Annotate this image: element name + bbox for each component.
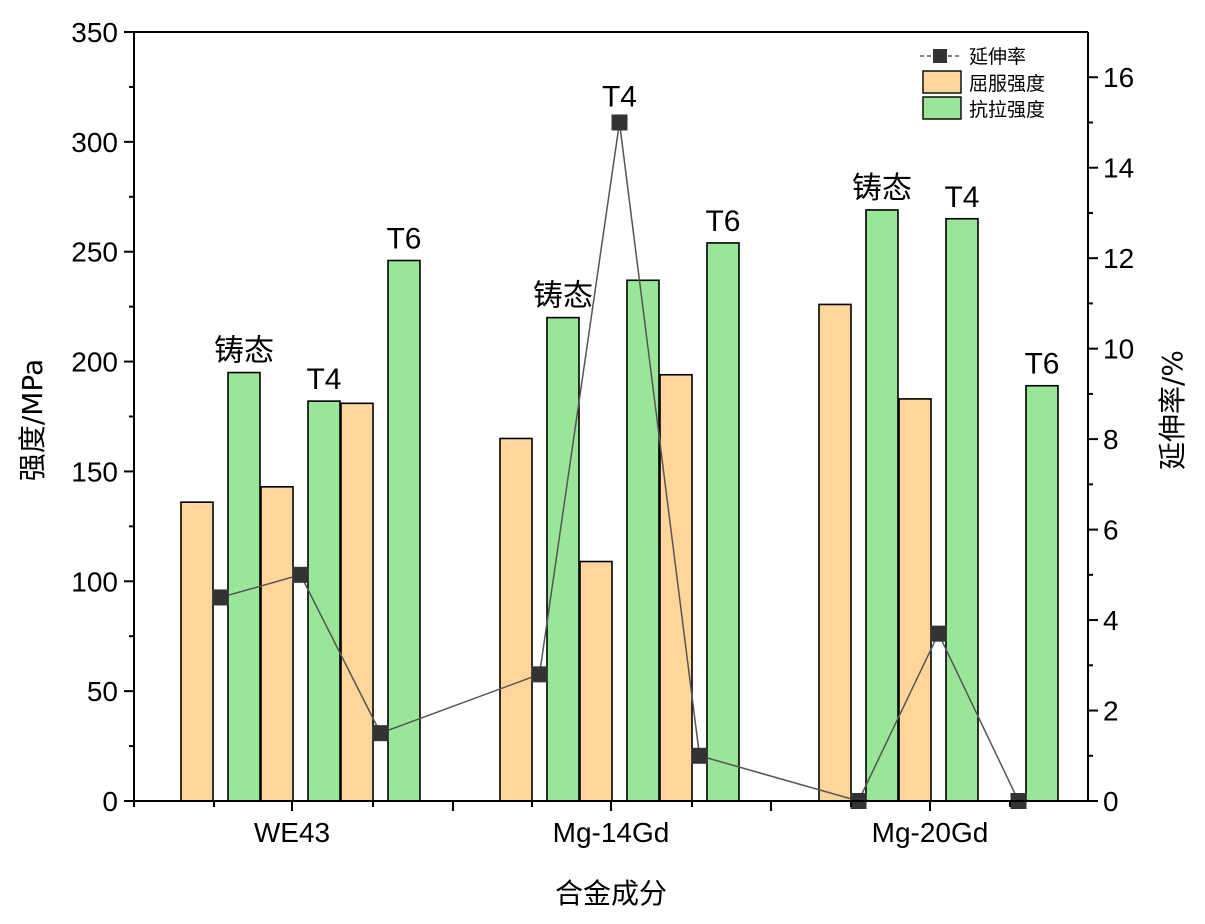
left-tick-label: 200 [71, 347, 118, 378]
axes-layer: 0 50 100 150 200 250 300 350 0 2 4 6 8 10 12 14 16 WE43 Mg… [16, 17, 1189, 910]
yield-bar [818, 303, 852, 802]
left-axis-title: 强度/MPa [16, 359, 49, 481]
legend-yield-swatch [922, 70, 962, 94]
right-tick-label: 0 [1103, 786, 1119, 817]
category-label: WE43 [254, 817, 330, 848]
elongation-line-layer [212, 114, 1027, 809]
left-tick-label: 150 [71, 456, 118, 487]
tensile-bar [1025, 384, 1059, 802]
yield-bar [898, 398, 932, 802]
state-label: T4 [602, 80, 637, 113]
legend-label-elongation: 延伸率 [969, 46, 1026, 68]
left-tick-label: 0 [102, 786, 118, 817]
legend-tensile-swatch [922, 96, 962, 120]
state-label: T4 [306, 363, 341, 396]
elongation-marker [292, 566, 309, 583]
tensile-bar [945, 217, 979, 802]
left-tick-label: 250 [71, 237, 118, 268]
right-tick-label: 12 [1103, 243, 1134, 274]
category-label: Mg-14Gd [553, 817, 670, 848]
legend-label-tensile: 抗拉强度 [969, 99, 1045, 121]
state-label: T6 [386, 223, 421, 256]
right-tick-label: 6 [1103, 515, 1119, 546]
tensile-bar [227, 371, 261, 802]
yield-bar [659, 373, 693, 802]
yield-bar [499, 437, 533, 802]
state-labels-layer: 铸态 T4 T6 铸态 T4 T6 铸态 T4 T6 [214, 80, 1060, 396]
right-tick-label: 16 [1103, 62, 1134, 93]
right-axis-title: 延伸率/% [1156, 350, 1189, 470]
right-tick-label: 8 [1103, 424, 1119, 455]
state-label: T6 [1024, 348, 1059, 381]
state-label: T6 [705, 205, 740, 238]
category-label: Mg-20Gd [872, 817, 989, 848]
legend-marker-swatch [933, 49, 947, 63]
tensile-bar [546, 316, 580, 802]
left-tick-label: 50 [87, 676, 118, 707]
right-tick-label: 2 [1103, 696, 1119, 727]
yield-bar [579, 560, 613, 802]
tensile-bar [626, 279, 660, 802]
tensile-bar [387, 259, 421, 802]
elongation-marker [531, 666, 548, 683]
elongation-marker [930, 625, 947, 642]
elongation-marker [611, 114, 628, 131]
tensile-bar [307, 400, 341, 802]
yield-bar [260, 486, 294, 802]
legend-label-yield: 屈服强度 [969, 73, 1045, 95]
yield-bar [180, 501, 214, 802]
tensile-bar [706, 242, 740, 802]
elongation-marker [691, 747, 708, 764]
state-label: 铸态 [852, 172, 912, 205]
bars-layer [180, 209, 1059, 802]
state-label: 铸态 [533, 280, 593, 313]
state-label: 铸态 [214, 335, 274, 368]
left-tick-label: 350 [71, 17, 118, 48]
right-tick-label: 4 [1103, 605, 1119, 636]
x-axis-title: 合金成分 [555, 877, 667, 910]
state-label: T4 [944, 181, 979, 214]
left-tick-label: 300 [71, 127, 118, 158]
elongation-marker [212, 589, 229, 606]
right-tick-label: 14 [1103, 153, 1134, 184]
yield-bar [340, 402, 374, 802]
right-tick-label: 10 [1103, 334, 1134, 365]
left-tick-label: 100 [71, 566, 118, 597]
elongation-marker [372, 725, 389, 742]
tensile-bar [865, 209, 899, 802]
